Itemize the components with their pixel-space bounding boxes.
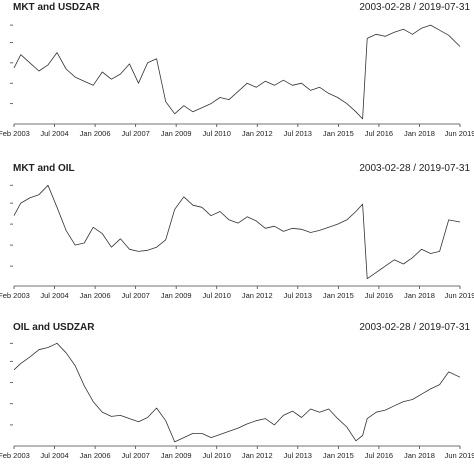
x-tick-label: Jan 2015 <box>323 291 354 300</box>
chart-title: MKT and USDZAR <box>13 2 100 13</box>
x-tick-label: Jan 2006 <box>80 129 111 138</box>
chart-panel-1: MKT and USDZAR 2003-02-28 / 2019-07-31 Feb… <box>0 2 474 138</box>
x-tick-label: Feb 2003 <box>0 291 30 300</box>
x-tick-label: Jan 2009 <box>161 451 192 460</box>
x-tick-label: Feb 2003 <box>0 451 30 460</box>
x-tick-label: Jul 2013 <box>284 451 312 460</box>
x-tick-label: Jul 2016 <box>365 129 393 138</box>
series-line <box>13 24 461 120</box>
x-tick-label: Jan 2006 <box>80 291 111 300</box>
chart-title: MKT and OIL <box>13 163 75 174</box>
x-tick-label: Jan 2015 <box>323 451 354 460</box>
x-tick-label: Jul 2013 <box>284 291 312 300</box>
x-tick-label: Jan 2018 <box>404 291 435 300</box>
x-tick-label: Jul 2007 <box>121 129 149 138</box>
x-tick-label: Jul 2010 <box>203 291 231 300</box>
x-tick-label: Jul 2016 <box>365 291 393 300</box>
chart-panel-3: OIL and USDZAR 2003-02-28 / 2019-07-31 Feb… <box>0 322 474 460</box>
x-tick-label: Jul 2010 <box>203 129 231 138</box>
x-tick-label: Jun 2019 <box>445 129 474 138</box>
date-range-label: 2003-02-28 / 2019-07-31 <box>359 163 470 174</box>
x-tick-label: Jan 2012 <box>242 451 273 460</box>
x-tick-label: Jul 2013 <box>284 129 312 138</box>
x-tick-label: Jul 2007 <box>121 451 149 460</box>
x-tick-label: Jan 2018 <box>404 129 435 138</box>
x-tick-label: Feb 2003 <box>0 129 30 138</box>
x-tick-label: Jan 2018 <box>404 451 435 460</box>
x-tick-label: Jul 2004 <box>40 291 68 300</box>
x-tick-label: Jan 2009 <box>161 129 192 138</box>
x-tick-label: Jan 2012 <box>242 129 273 138</box>
date-range-label: 2003-02-28 / 2019-07-31 <box>359 322 470 333</box>
x-tick-label: Jan 2009 <box>161 291 192 300</box>
x-tick-label: Jul 2007 <box>121 291 149 300</box>
date-range-label: 2003-02-28 / 2019-07-31 <box>359 2 470 13</box>
series-line <box>13 184 461 280</box>
x-tick-label: Jan 2006 <box>80 451 111 460</box>
x-tick-label: Jan 2012 <box>242 291 273 300</box>
chart-panel-2: MKT and OIL 2003-02-28 / 2019-07-31 Feb 20… <box>0 163 474 300</box>
x-tick-label: Jul 2010 <box>203 451 231 460</box>
x-tick-label: Jul 2004 <box>40 451 68 460</box>
x-tick-label: Jun 2019 <box>445 451 474 460</box>
chart-title: OIL and USDZAR <box>13 322 95 333</box>
series-line <box>13 342 461 443</box>
x-tick-label: Jan 2015 <box>323 129 354 138</box>
x-tick-label: Jun 2019 <box>445 291 474 300</box>
x-tick-label: Jul 2004 <box>40 129 68 138</box>
x-tick-label: Jul 2016 <box>365 451 393 460</box>
